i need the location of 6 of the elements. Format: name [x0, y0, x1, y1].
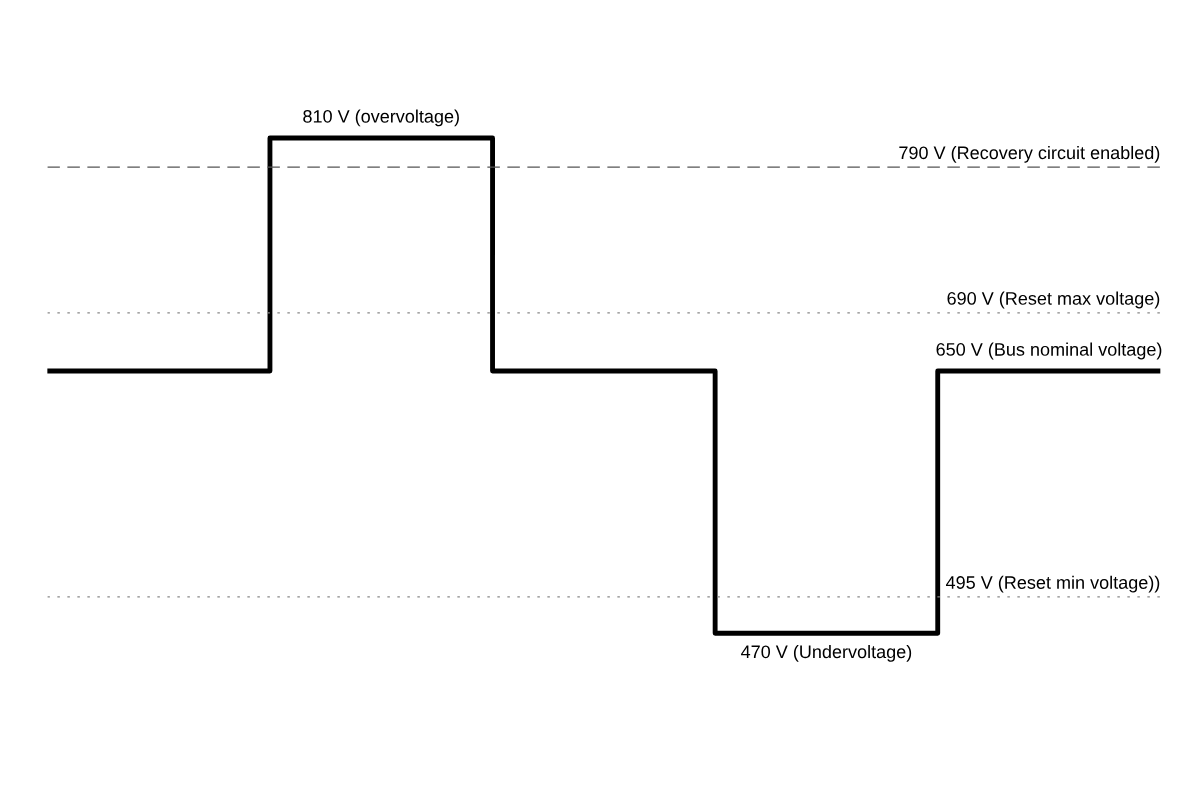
ref-line-label: 790 V (Recovery circuit enabled)	[899, 145, 1160, 163]
data-label: 650 V (Bus nominal voltage)	[936, 342, 1162, 360]
ref-line-label: 690 V (Reset max voltage)	[947, 291, 1160, 309]
ref-line-label: 495 V (Reset min voltage))	[945, 575, 1160, 593]
data-label: 810 V (overvoltage)	[303, 109, 459, 127]
data-label: 470 V (Undervoltage)	[741, 644, 912, 662]
